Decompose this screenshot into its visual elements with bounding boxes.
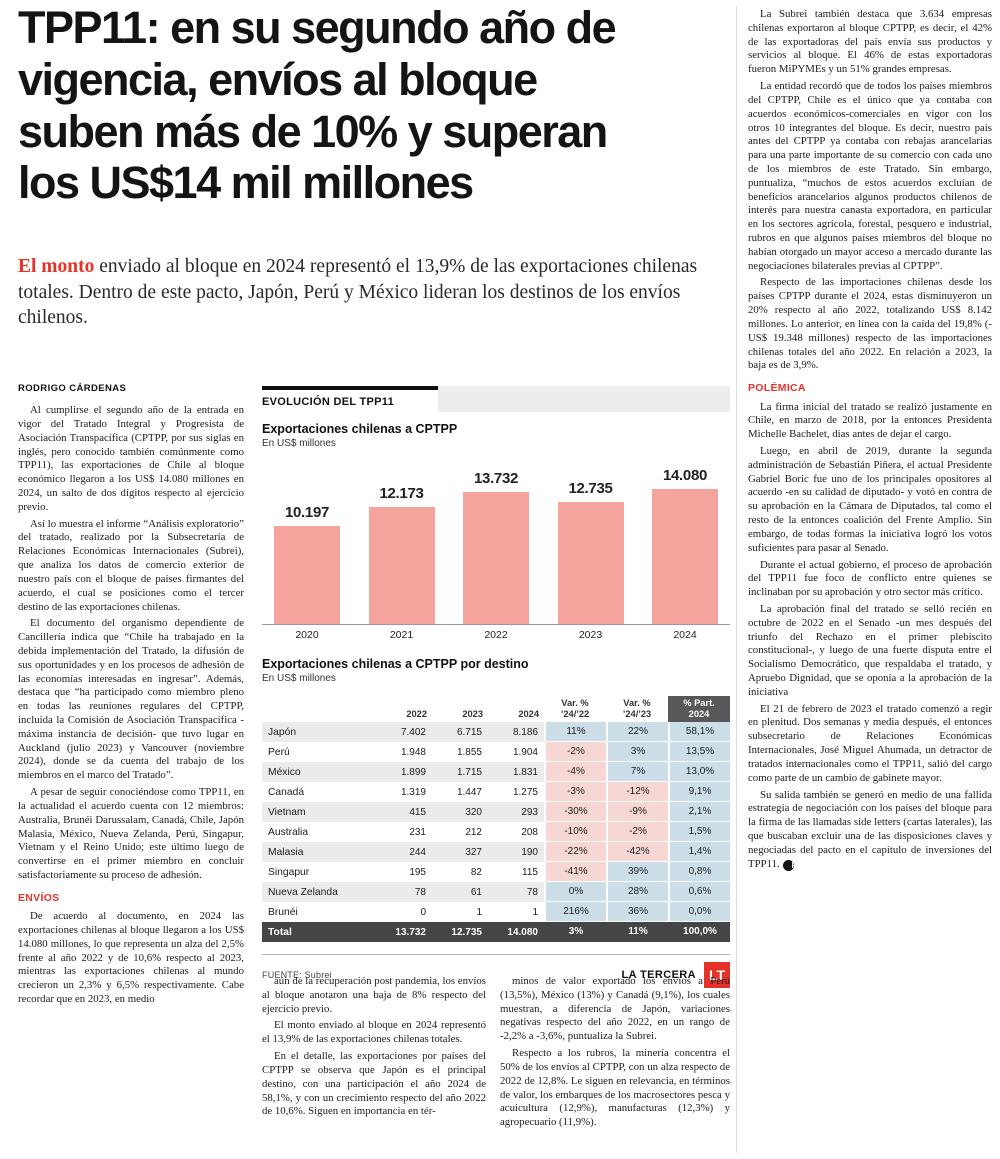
table-row: Perú 1.948 1.855 1.904 -2% 3% 13,5% — [262, 742, 730, 763]
middle-column-b: minos de valor exportado los envíos a Pe… — [500, 975, 730, 1133]
paragraph: La entidad recordó que de todos los país… — [748, 80, 992, 272]
table-row: Vietnam 415 320 293 -30% -9% 2,1% — [262, 802, 730, 823]
bar — [274, 526, 340, 624]
brand-name: LA TERCERA — [621, 969, 696, 982]
chart-subtitle: En US$ millones — [262, 438, 336, 449]
bar-group: 12.173 — [359, 485, 445, 624]
left-column: RODRIGO CÁRDENAS Al cumplirse el segundo… — [18, 383, 244, 1010]
header-part-2024: % Part. 2024 — [668, 696, 730, 723]
source-label: FUENTE: Subrei — [262, 970, 332, 981]
table-row: México 1.899 1.715 1.831 -4% 7% 13,0% — [262, 762, 730, 783]
section-heading-polemica: POLÉMICA — [748, 382, 806, 395]
bar-value-label: 10.197 — [284, 504, 330, 521]
table-row: Canadá 1.319 1.447 1.275 -3% -12% 9,1% — [262, 782, 730, 803]
paragraph: La firma inicial del tratado se realizó … — [748, 400, 992, 441]
header-2022: 2022 — [406, 708, 427, 719]
destinations-table-body: Japón 7.402 6.715 8.186 11% 22% 58,1% Perú 1.948… — [262, 722, 730, 943]
lede: El monto enviado al bloque en 2024 repre… — [18, 254, 726, 331]
byline: RODRIGO CÁRDENAS — [18, 383, 127, 394]
table-row: Australia 231 212 208 -10% -2% 1,5% — [262, 822, 730, 843]
x-axis-label: 2022 — [484, 629, 508, 641]
right-column: La Subrei también destaca que 3.634 empr… — [748, 8, 992, 874]
paragraph: minos de valor exportado los envíos a Pe… — [500, 975, 730, 1043]
bar-value-label: 12.173 — [379, 485, 424, 502]
paragraph: Respecto a los rubros, la minería concen… — [500, 1047, 730, 1129]
chart-kicker-label: EVOLUCIÓN DEL TPP11 — [262, 386, 439, 408]
middle-column-a: aún de la recuperación post pandemia, lo… — [262, 975, 486, 1122]
paragraph: Al cumplirse el segundo año de la entrad… — [18, 404, 244, 513]
paragraph: A pesar de seguir conociéndose como TPP1… — [18, 786, 244, 881]
x-axis-label: 2023 — [578, 629, 603, 641]
x-axis: 2020 2021 2022 2023 2024 — [262, 625, 730, 641]
paragraph: El monto enviado al bloque en 2024 repre… — [262, 1019, 486, 1046]
header-2023: 2023 — [462, 708, 483, 719]
lt-logo: LT — [704, 962, 730, 989]
chart-footer: FUENTE: Subrei LA TERCERA LT — [262, 954, 730, 989]
header-2024: 2024 — [518, 708, 539, 719]
bar-value-label: 13.732 — [473, 470, 519, 487]
paragraph: Su salida también se generó en medio de … — [748, 789, 992, 872]
section-heading-envios: ENVÍOS — [18, 891, 60, 904]
bar — [557, 502, 624, 624]
article-end-mark: P — [782, 860, 797, 872]
column-divider — [736, 6, 737, 1153]
paragraph: De acuerdo al documento, en 2024 las exp… — [18, 910, 244, 1006]
headline: TPP11: en su segundo año de vigencia, en… — [18, 2, 617, 209]
chart-title: Exportaciones chilenas a CPTPP — [262, 422, 458, 436]
bar-value-label: 14.080 — [662, 467, 708, 484]
lede-highlight: El monto — [18, 256, 95, 277]
paragraph: El documento del organismo dependiente d… — [18, 617, 244, 782]
paragraph-text: Su salida también se generó en medio de … — [748, 788, 992, 870]
paragraph: Así lo muestra el informe “Análisis expl… — [18, 517, 244, 613]
paragraph: Luego, en abril de 2019, durante la segu… — [748, 445, 992, 554]
table-subtitle: En US$ millones — [262, 673, 336, 684]
bar — [368, 507, 435, 624]
paragraph: En el detalle, las exportaciones por paí… — [262, 1050, 486, 1118]
bar-value-label: 12.735 — [568, 480, 613, 497]
paragraph: aún de la recuperación post pandemia, lo… — [262, 975, 486, 1015]
bar-chart: 10.197 12.173 13.732 12.735 14.080 — [262, 461, 730, 625]
paragraph: El 21 de febrero de 2023 el tratado come… — [748, 702, 992, 784]
paragraph: La Subrei también destaca que 3.634 empr… — [748, 8, 992, 76]
header-var-24-22: Var. % ’24/’22 — [560, 698, 590, 719]
paragraph: Durante el actual gobierno, el proceso d… — [748, 558, 992, 599]
table-row: Malasia 244 327 190 -22% -42% 1,4% — [262, 842, 730, 863]
table-row: Nueva Zelanda 78 61 78 0% 28% 0,6% — [262, 882, 730, 903]
bar — [652, 489, 718, 624]
paragraph: Respecto de las importaciones chilenas d… — [748, 276, 992, 372]
paragraph: La aprobación final del tratado se selló… — [748, 602, 992, 698]
table-title: Exportaciones chilenas a CPTPP por desti… — [262, 657, 529, 671]
table-row: Brunéi 0 1 1 216% 36% 0,0% — [262, 902, 730, 923]
x-axis-label: 2020 — [295, 629, 319, 641]
destinations-table: 2022 2023 2024 Var. % ’24/’22 Var. % ’24… — [262, 696, 730, 943]
table-header-row: 2022 2023 2024 Var. % ’24/’22 Var. % ’24… — [262, 696, 730, 723]
x-axis-label: 2024 — [673, 629, 697, 641]
kicker-fill-bar — [438, 386, 730, 412]
header-country — [262, 696, 376, 722]
table-row: Japón 7.402 6.715 8.186 11% 22% 58,1% — [262, 722, 730, 743]
lede-text: enviado al bloque en 2024 representó el … — [18, 256, 698, 329]
table-total-row: Total 13.732 12.735 14.080 3% 11% 100,0% — [262, 922, 730, 943]
bar-group: 12.735 — [548, 480, 634, 624]
table-row: Singapur 195 82 115 -41% 39% 0,8% — [262, 862, 730, 883]
bar-group: 13.732 — [453, 470, 539, 624]
chart-kicker: EVOLUCIÓN DEL TPP11 — [262, 386, 730, 412]
brand: LA TERCERA LT — [621, 962, 730, 989]
bar-group: 10.197 — [264, 504, 350, 624]
header-var-24-23: Var. % ’24/’23 — [622, 698, 652, 719]
bar — [463, 492, 529, 624]
x-axis-label: 2021 — [389, 629, 414, 641]
bar-group: 14.080 — [642, 467, 728, 624]
chart-and-table-block: EVOLUCIÓN DEL TPP11 Exportaciones chilen… — [262, 386, 730, 989]
